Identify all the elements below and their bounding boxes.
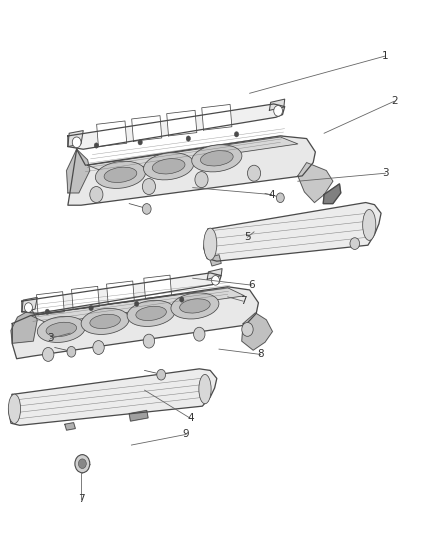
Ellipse shape (180, 299, 210, 313)
Circle shape (274, 106, 283, 116)
Ellipse shape (201, 151, 233, 166)
Circle shape (234, 132, 239, 137)
Circle shape (75, 455, 90, 473)
Polygon shape (323, 184, 341, 204)
Text: 5: 5 (244, 232, 251, 242)
Polygon shape (36, 292, 64, 315)
Circle shape (67, 346, 76, 357)
Polygon shape (22, 297, 37, 312)
Polygon shape (88, 137, 298, 172)
Ellipse shape (171, 293, 219, 319)
Text: 7: 7 (78, 495, 85, 504)
Ellipse shape (37, 317, 85, 342)
Text: 3: 3 (47, 334, 54, 343)
Ellipse shape (204, 228, 217, 260)
Circle shape (89, 305, 93, 311)
Ellipse shape (136, 306, 166, 320)
Circle shape (93, 341, 104, 354)
Polygon shape (68, 131, 83, 147)
Circle shape (195, 172, 208, 188)
Polygon shape (11, 309, 37, 343)
Text: 4: 4 (268, 190, 275, 199)
Circle shape (45, 309, 49, 314)
Polygon shape (12, 287, 258, 359)
Circle shape (142, 179, 155, 195)
Circle shape (138, 140, 142, 145)
Circle shape (42, 348, 54, 361)
Circle shape (134, 301, 139, 306)
Text: 3: 3 (382, 168, 389, 178)
Circle shape (142, 204, 151, 214)
Polygon shape (202, 104, 232, 130)
Circle shape (25, 303, 32, 312)
Circle shape (212, 276, 219, 285)
Polygon shape (207, 269, 222, 279)
Polygon shape (242, 313, 272, 350)
Ellipse shape (144, 153, 194, 180)
Ellipse shape (152, 159, 185, 174)
Circle shape (143, 334, 155, 348)
Polygon shape (67, 149, 90, 193)
Polygon shape (106, 281, 134, 304)
Ellipse shape (90, 314, 120, 328)
Circle shape (186, 136, 191, 141)
Ellipse shape (363, 209, 376, 240)
Ellipse shape (199, 374, 211, 404)
Text: 4: 4 (187, 414, 194, 423)
Circle shape (350, 238, 360, 249)
Text: 6: 6 (248, 280, 255, 290)
Ellipse shape (192, 145, 242, 172)
Ellipse shape (81, 309, 129, 334)
Text: 8: 8 (257, 350, 264, 359)
Polygon shape (31, 288, 244, 324)
Polygon shape (129, 410, 148, 421)
Circle shape (194, 327, 205, 341)
Circle shape (242, 322, 253, 336)
Polygon shape (132, 116, 162, 141)
Text: 7: 7 (240, 296, 247, 306)
Polygon shape (167, 110, 197, 136)
Circle shape (247, 165, 261, 181)
Circle shape (78, 459, 86, 469)
Ellipse shape (8, 394, 21, 423)
Text: 2: 2 (391, 96, 398, 106)
Polygon shape (209, 255, 221, 266)
Polygon shape (65, 423, 75, 430)
Circle shape (72, 137, 81, 148)
Polygon shape (204, 203, 381, 261)
Circle shape (276, 193, 284, 203)
Circle shape (180, 297, 184, 302)
Circle shape (94, 143, 99, 148)
Ellipse shape (95, 161, 145, 188)
Polygon shape (71, 286, 99, 310)
Text: 9: 9 (183, 430, 190, 439)
Polygon shape (68, 104, 285, 149)
Text: 1: 1 (382, 51, 389, 61)
Polygon shape (68, 136, 315, 205)
Polygon shape (144, 275, 172, 298)
Circle shape (90, 187, 103, 203)
Circle shape (157, 369, 166, 380)
Ellipse shape (104, 167, 137, 182)
Ellipse shape (46, 322, 77, 336)
Polygon shape (22, 273, 221, 313)
Polygon shape (9, 369, 217, 425)
Polygon shape (298, 163, 333, 203)
Polygon shape (97, 121, 127, 147)
Ellipse shape (127, 301, 175, 326)
Polygon shape (269, 99, 285, 110)
